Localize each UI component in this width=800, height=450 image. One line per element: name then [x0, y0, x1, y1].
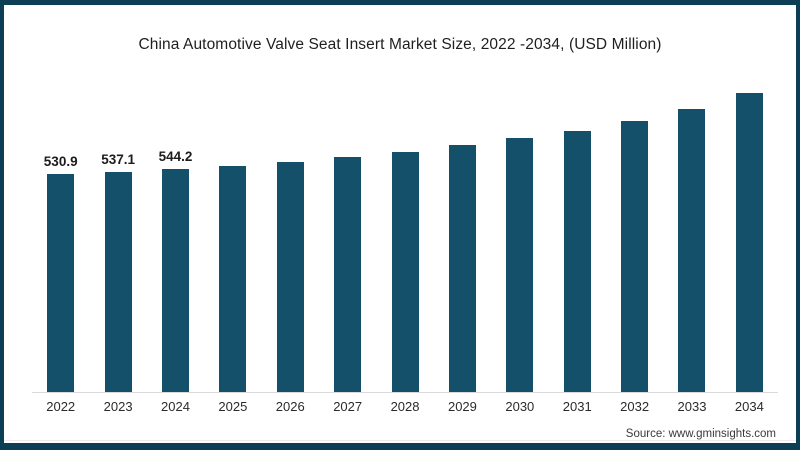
bar-2032: [621, 121, 649, 392]
bar-2028: [391, 152, 419, 392]
bar-slot-2024: 544.2: [147, 80, 204, 392]
bar-slot-2032: [606, 80, 663, 392]
bar-value-label: 537.1: [101, 152, 135, 167]
bar-slot-2025: [204, 80, 261, 392]
x-axis-label-2031: 2031: [562, 399, 592, 414]
bar-2022: [47, 174, 75, 392]
bar-slot-2030: [491, 80, 548, 392]
bar-2025: [219, 166, 247, 392]
x-axis-label-2022: 2022: [46, 399, 76, 414]
bar-2031: [563, 131, 591, 392]
chart-title: China Automotive Valve Seat Insert Marke…: [138, 36, 662, 53]
x-axis-label-2029: 2029: [447, 399, 477, 414]
bar-slot-2031: [549, 80, 606, 392]
bar-value-label: 544.2: [158, 149, 193, 164]
x-axis-label-2032: 2032: [620, 399, 650, 414]
bar-slot-2033: [663, 80, 720, 392]
bar-slot-2026: [262, 80, 319, 392]
bar-2034: [735, 93, 763, 392]
x-axis-label-2025: 2025: [218, 399, 248, 414]
x-axis-label-2023: 2023: [103, 399, 133, 414]
bar-slot-2029: [434, 80, 491, 392]
bar-slot-2022: 530.9: [32, 80, 89, 392]
footer-divider: [4, 440, 796, 441]
x-axis-label-2033: 2033: [677, 399, 707, 414]
x-axis-label-2027: 2027: [333, 399, 363, 414]
bar-2027: [334, 157, 362, 392]
bar-slot-2028: [376, 80, 433, 392]
bar-slot-2027: [319, 80, 376, 392]
bar-2023: [104, 172, 132, 392]
bar-2033: [678, 109, 706, 392]
bar-slot-2023: 537.1: [89, 80, 146, 392]
x-axis-label-2024: 2024: [161, 399, 190, 414]
x-axis: 2022 2023 2024 2025 2026 2027 2028 2029 2030 2031…: [32, 399, 778, 414]
bar-2026: [276, 162, 304, 392]
bar-2030: [506, 138, 534, 392]
plot-area: 530.9 537.1 544.2: [32, 80, 778, 393]
bar-series: 530.9 537.1 544.2: [32, 80, 778, 392]
x-axis-label-2028: 2028: [390, 399, 420, 414]
x-axis-label-2030: 2030: [505, 399, 535, 414]
bar-slot-2034: [721, 80, 778, 392]
bar-2024: [161, 169, 189, 392]
bar-value-label: 530.9: [43, 154, 78, 169]
bar-2029: [448, 145, 476, 392]
x-axis-label-2034: 2034: [734, 399, 764, 414]
x-axis-label-2026: 2026: [275, 399, 305, 414]
source-credit: Source: www.gminsights.com: [625, 428, 776, 440]
